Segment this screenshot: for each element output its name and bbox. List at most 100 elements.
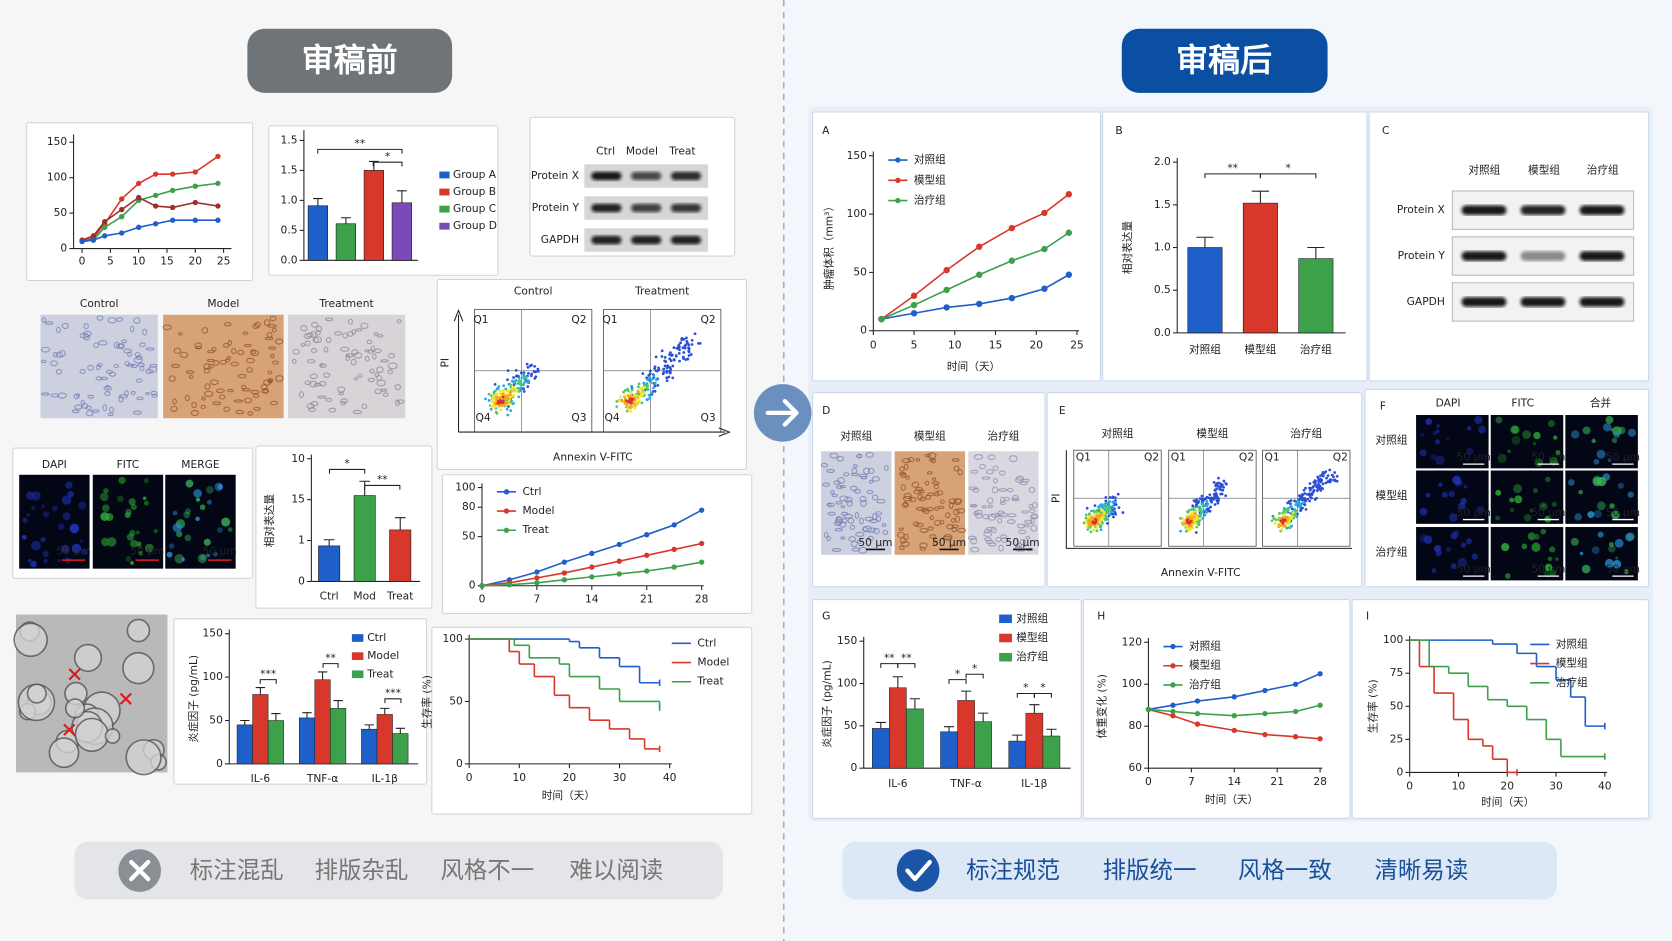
y-tick-label: 1.0 [281,193,298,206]
point [192,199,198,206]
cell [898,527,904,531]
x-tick-label: 15 [989,339,1003,352]
significance-bracket [1259,173,1317,179]
y-tick-label: 1.5 [1154,198,1171,211]
y-tick-label: 50 [853,265,867,278]
nucleus [129,539,139,548]
cell [919,527,929,533]
error-bar [394,517,406,530]
cell [148,366,158,373]
cell [374,348,382,354]
event [1107,501,1111,505]
event [514,368,518,372]
nucleus [203,538,211,546]
nucleus [1435,455,1445,466]
x-tick-label: 0 [870,339,877,352]
cell [843,472,850,477]
nucleus [1514,495,1523,504]
event [664,360,668,364]
event [491,398,495,402]
cell [1028,486,1036,494]
bar [307,205,329,261]
event [1290,507,1294,511]
cell [985,526,995,532]
cell [231,348,237,354]
y-tick-label: 100 [47,171,68,184]
nucleus [1529,508,1534,513]
point [169,217,176,223]
cell [992,478,998,484]
legend-key [439,205,450,213]
event [1195,498,1198,502]
cell [394,384,402,391]
nucleus [57,523,65,531]
legend-key [351,652,364,660]
event [1321,474,1325,478]
cell [998,488,1008,492]
x-tick-label: 15 [160,254,174,267]
cell [882,530,889,535]
nucleus [130,561,134,565]
significance-label: * [385,150,391,163]
cell [83,333,91,341]
event [1311,485,1315,489]
event [1179,516,1182,520]
cell [132,410,142,415]
event [657,368,661,371]
cell [353,376,359,381]
nucleus [1534,458,1544,467]
blot-row-label: GAPDH [541,233,579,246]
nucleus [1511,435,1521,445]
event [491,400,494,404]
cell [271,327,277,333]
cell [133,317,141,324]
event [1103,502,1107,506]
event [1317,482,1320,486]
significance-bracket [384,698,402,704]
event [489,407,493,411]
cell [104,391,111,397]
legend-label: Group C [453,202,496,215]
cell [360,322,369,330]
label: PI [1050,493,1063,503]
event [1189,527,1192,531]
event [1105,508,1109,512]
point [1262,687,1268,694]
cell [915,522,924,528]
label: 50 μm [1531,506,1565,519]
event [1200,503,1204,507]
cell [263,379,272,386]
arrow-icon [765,399,799,427]
event [650,377,654,381]
cell [370,345,376,353]
legend-label: Ctrl [367,631,386,644]
cell [207,363,214,369]
x-tick-label: 40 [1598,779,1612,792]
event [1085,525,1089,529]
cell [58,350,66,358]
cell [871,476,880,482]
event [656,383,660,387]
cell [130,390,136,395]
event [639,387,642,391]
event [494,410,498,414]
cell [1008,455,1018,463]
event [672,346,676,350]
event [674,354,678,357]
y-tick-label: 10 [291,452,305,465]
event [507,405,510,408]
event [1181,517,1185,521]
blot-band [591,171,622,181]
nucleus [169,543,175,549]
cell [875,511,883,516]
cell [245,357,255,364]
nucleus [1570,537,1579,546]
cell [915,458,921,462]
cell [227,388,234,393]
event [679,341,682,345]
event [1186,510,1189,514]
cell [95,376,103,381]
error-bar [1196,236,1214,248]
label: Q1 [1265,451,1280,464]
significance-label: * [955,667,961,680]
